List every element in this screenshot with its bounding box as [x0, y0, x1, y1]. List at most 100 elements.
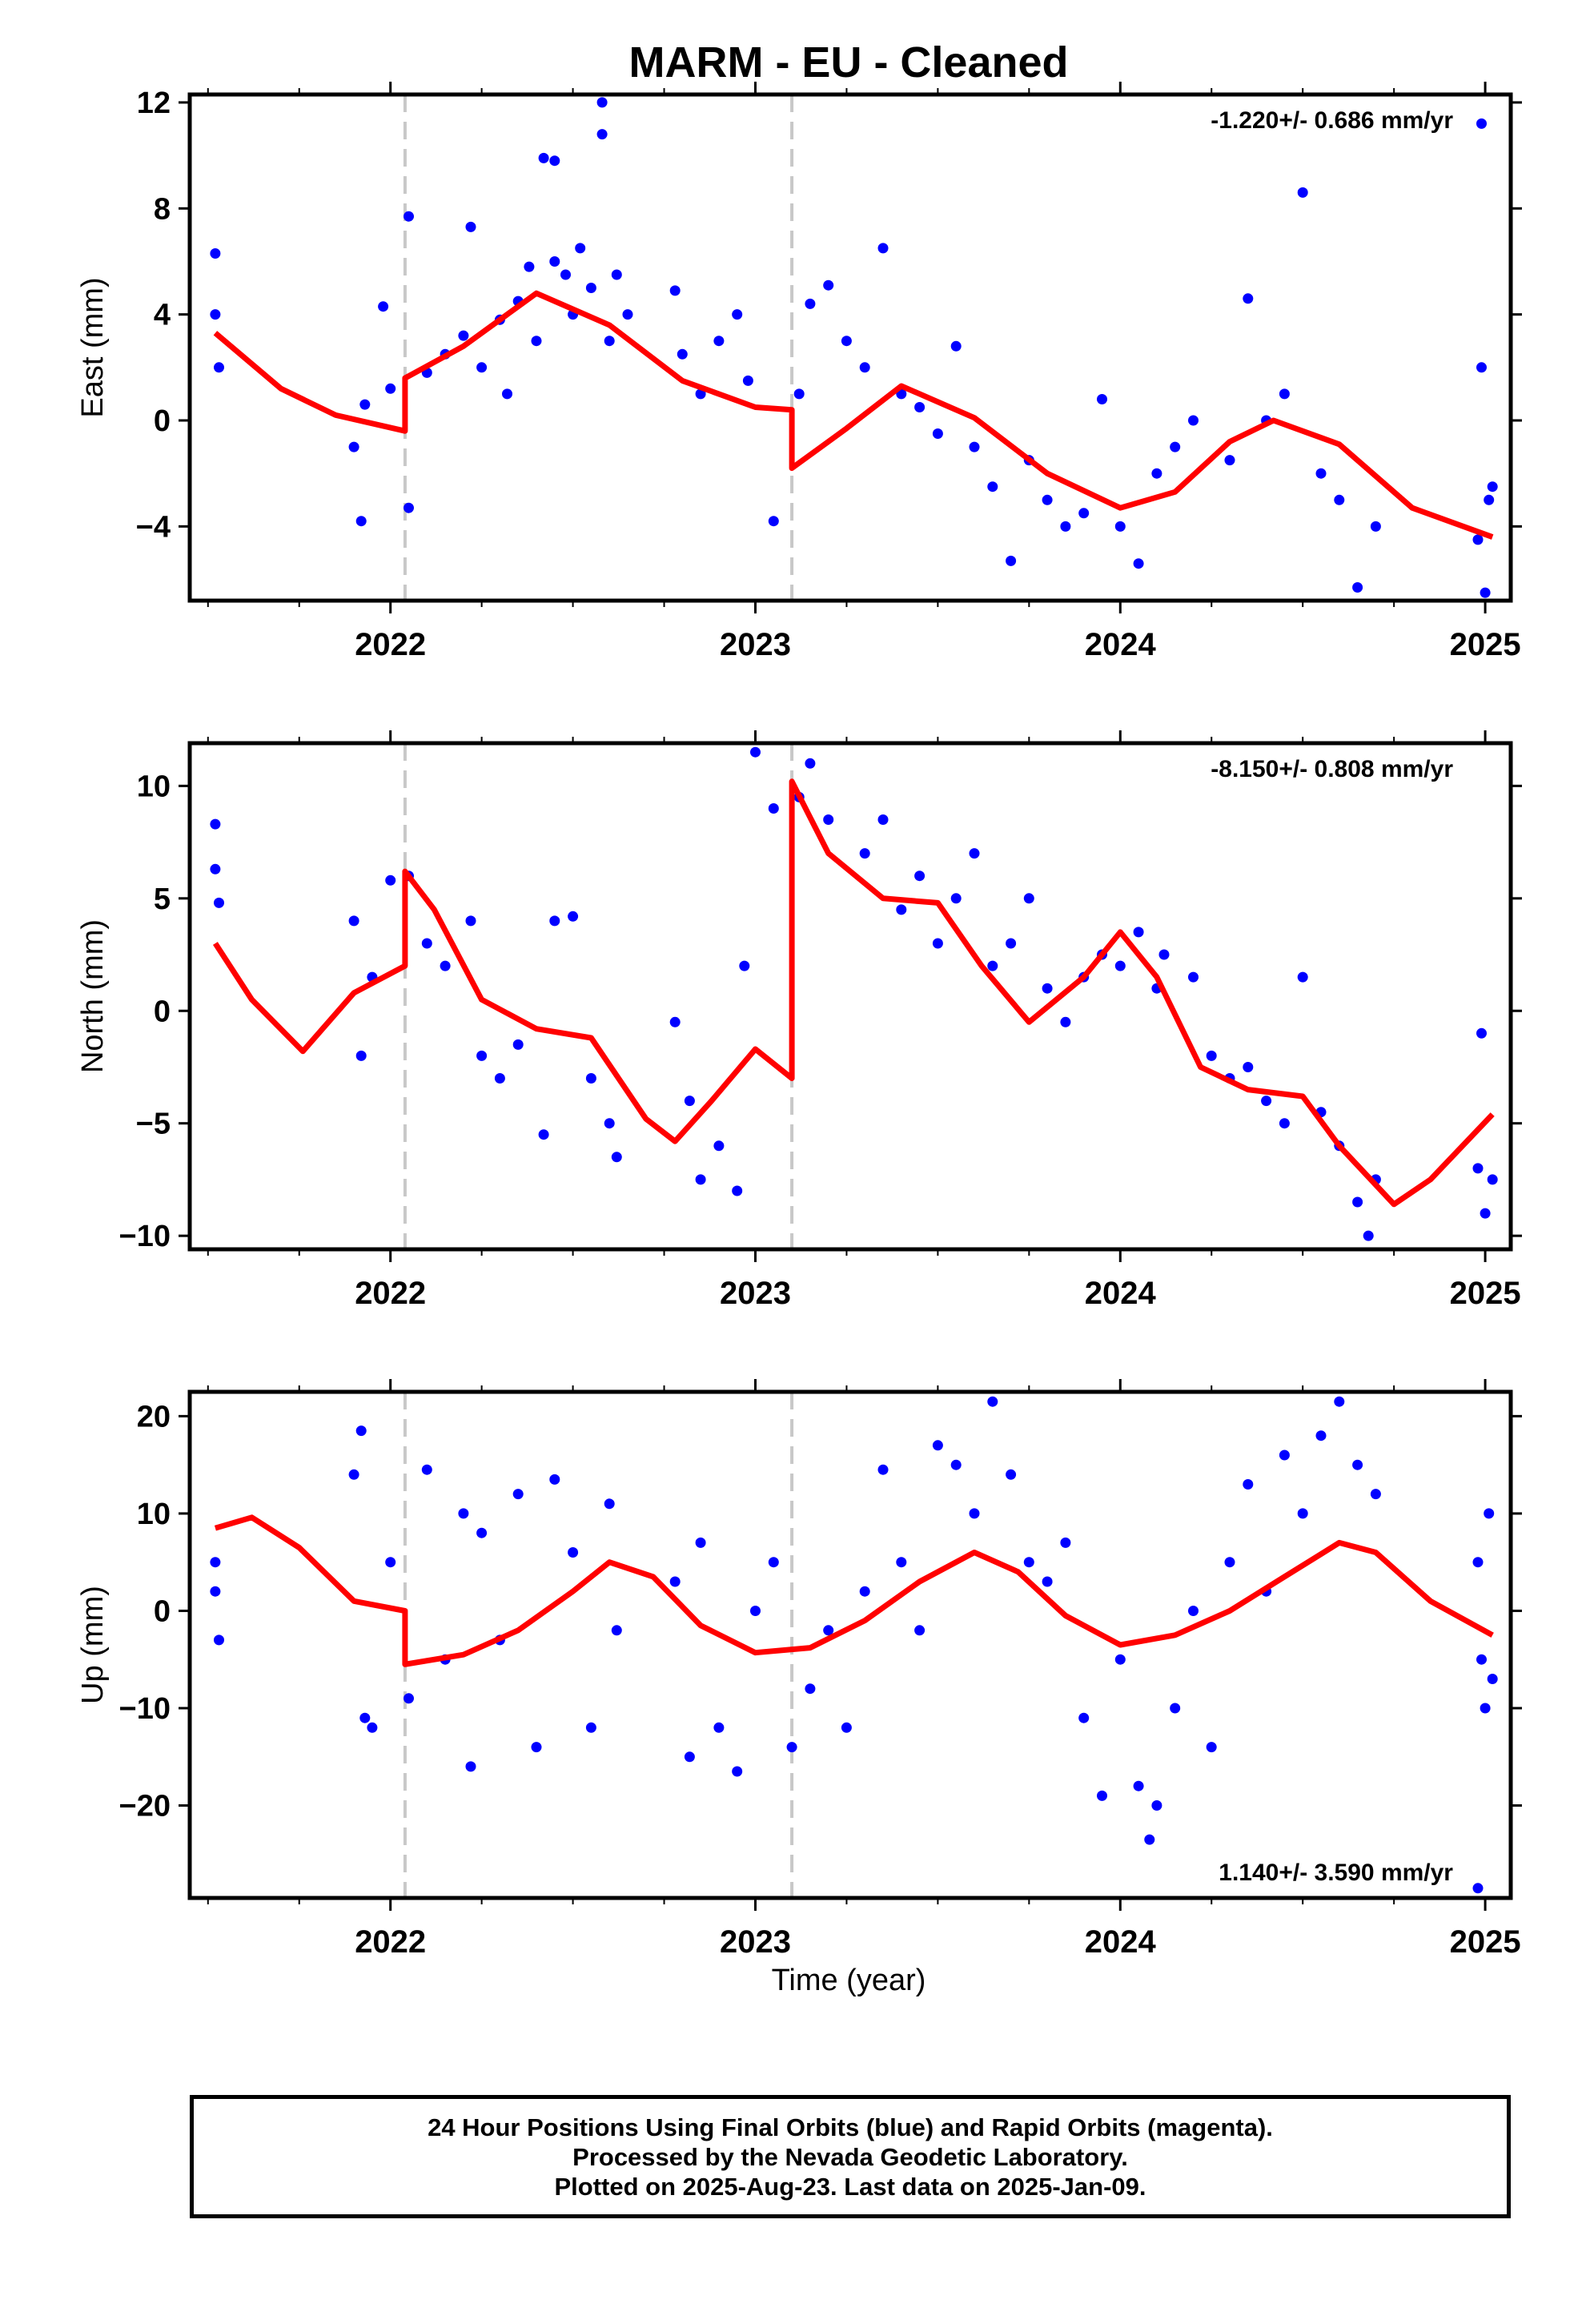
north-point: [440, 960, 451, 971]
north-point: [1480, 1208, 1491, 1219]
north-point: [1060, 1016, 1071, 1027]
up-point: [914, 1625, 926, 1636]
x-tick-label: 2025: [1450, 627, 1521, 662]
north-point: [1352, 1196, 1363, 1208]
up-point: [359, 1712, 371, 1723]
up-point: [214, 1634, 224, 1646]
north-point: [1279, 1118, 1290, 1129]
up-point: [1279, 1449, 1290, 1461]
y-tick-label: 0: [154, 995, 171, 1028]
up-point: [669, 1576, 681, 1587]
up-point: [1334, 1396, 1345, 1407]
east-point: [1484, 494, 1495, 505]
north-point: [421, 938, 432, 949]
up-point: [1042, 1576, 1053, 1587]
east-point: [713, 336, 725, 347]
north-point: [896, 904, 907, 915]
y-tick-label: −10: [119, 1692, 171, 1726]
y-tick-label: −20: [119, 1790, 171, 1823]
up-point: [549, 1474, 560, 1485]
north-point: [1133, 927, 1144, 938]
north-point: [1487, 1174, 1498, 1185]
up-point: [1472, 1557, 1484, 1568]
panel-east: 12 8 4 0 −4 2022 2023 2024 2025 East (mm) -1.220+/…: [76, 82, 1522, 662]
y-tick-label: 8: [154, 192, 171, 226]
up-point: [210, 1557, 221, 1568]
up-fit-curve: [214, 1514, 1494, 1667]
up-point: [1114, 1654, 1126, 1665]
up-point: [1206, 1742, 1217, 1753]
north-point: [750, 746, 761, 758]
x-tick-label: 2024: [1085, 627, 1157, 662]
north-point: [611, 1152, 622, 1163]
north-point: [859, 848, 870, 859]
east-point: [611, 269, 622, 280]
north-point: [695, 1174, 706, 1185]
x-tick-label: 2024: [1085, 1276, 1157, 1311]
east-point: [1472, 534, 1484, 545]
up-plot-frame: [187, 1389, 1513, 1900]
up-point: [568, 1547, 579, 1558]
east-point: [404, 502, 414, 513]
up-point: [1476, 1654, 1487, 1665]
up-point: [768, 1557, 779, 1568]
north-point: [1114, 960, 1126, 971]
up-point: [969, 1508, 980, 1519]
x-tick-label: 2022: [355, 1924, 426, 1960]
x-tick-label: 2022: [355, 627, 426, 662]
east-point: [385, 383, 396, 394]
east-point: [210, 248, 221, 259]
east-point: [987, 481, 998, 493]
x-tick-label: 2023: [720, 627, 791, 662]
y-tick-label: −4: [136, 510, 171, 544]
up-point: [1151, 1800, 1162, 1811]
north-point: [1042, 983, 1053, 994]
east-point: [210, 309, 221, 320]
y-tick-label: 20: [137, 1400, 171, 1433]
up-axis-label: Up (mm): [76, 1586, 110, 1704]
up-point: [1170, 1703, 1181, 1714]
up-point: [1487, 1674, 1498, 1684]
east-point: [378, 301, 389, 312]
north-point: [805, 758, 816, 769]
x-tick-label: 2022: [355, 1276, 426, 1311]
north-rate-label: -8.150+/- 0.808 mm/yr: [1211, 756, 1453, 782]
north-fit-curve: [212, 778, 1495, 1208]
east-point: [585, 283, 596, 293]
up-point: [950, 1459, 962, 1470]
east-point: [805, 298, 816, 309]
east-point: [677, 348, 688, 360]
up-rate-label: 1.140+/- 3.590 mm/yr: [1219, 1860, 1453, 1886]
north-point: [914, 870, 926, 882]
up-point: [210, 1586, 221, 1597]
y-tick-label: 10: [137, 1498, 171, 1531]
up-point: [932, 1440, 943, 1451]
up-point: [1480, 1703, 1491, 1714]
north-point: [987, 960, 998, 971]
east-point: [1060, 521, 1071, 532]
east-point: [1151, 468, 1162, 479]
north-point: [568, 911, 579, 922]
north-plot-frame: [187, 741, 1513, 1252]
up-point: [1060, 1537, 1071, 1548]
up-point: [1315, 1430, 1327, 1441]
north-point: [1472, 1163, 1484, 1174]
east-point: [549, 256, 560, 267]
up-point: [465, 1761, 476, 1772]
east-point: [1097, 394, 1107, 404]
north-point: [732, 1185, 743, 1196]
up-point: [987, 1396, 998, 1407]
up-point: [877, 1464, 889, 1475]
panel-up: 20 10 0 −10 −20 2022 2023 2024 2025 Up (mm) 1.140+…: [76, 1379, 1522, 1960]
east-point: [524, 261, 535, 272]
east-point: [465, 221, 476, 232]
north-point: [549, 915, 560, 927]
east-point: [1297, 187, 1308, 198]
east-point: [214, 362, 224, 373]
up-point: [385, 1557, 396, 1568]
north-point: [768, 803, 779, 814]
y-tick-label: −5: [136, 1108, 171, 1141]
east-point: [1334, 494, 1345, 505]
up-point: [1144, 1834, 1155, 1845]
east-point: [1476, 362, 1487, 373]
